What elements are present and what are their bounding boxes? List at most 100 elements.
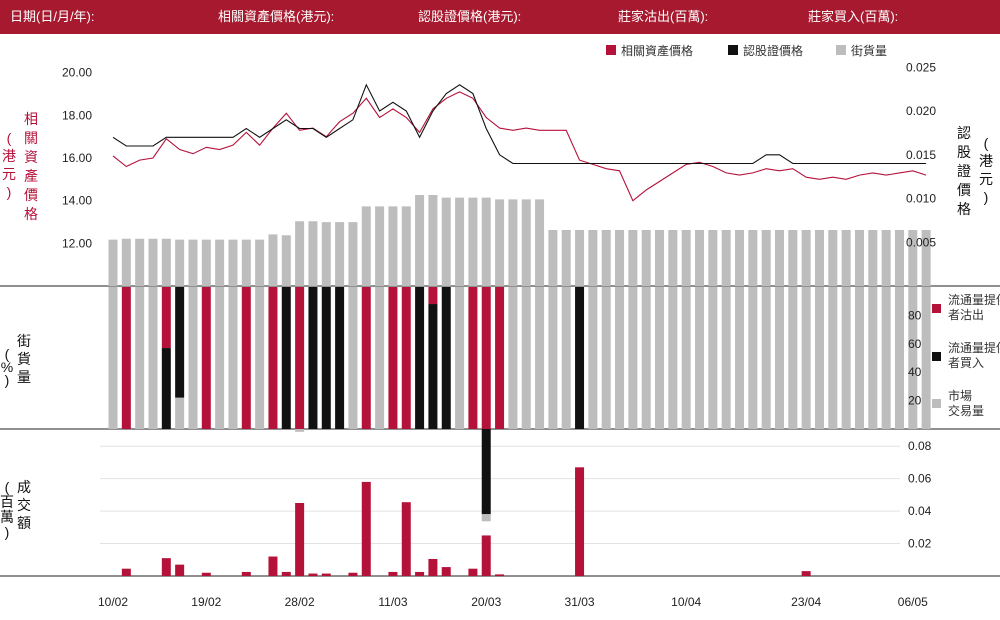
outstanding-bar xyxy=(761,230,771,286)
outstanding-bar xyxy=(695,230,705,286)
outstanding-bar xyxy=(788,230,798,286)
date-label: 日期(日/月/年): xyxy=(10,9,95,24)
mm-sell-bar xyxy=(295,287,305,429)
ratio-tick: 80 xyxy=(908,308,922,322)
right-price-tick: 0.005 xyxy=(906,235,936,249)
turnover-bar xyxy=(401,502,411,576)
market-volume-bar xyxy=(188,287,198,429)
outstanding-bar xyxy=(375,206,385,286)
market-volume-bar xyxy=(348,287,358,429)
vertical-axis-labels: 相關資產價格 (港元) 認股證價格 (港元) 街貨量 (%) 成交額(百萬) 流通量提供者沽出… xyxy=(0,111,1000,540)
market-volume-bar xyxy=(375,287,385,429)
left-axis-label-unit: (港元) xyxy=(2,130,16,200)
outstanding-bar xyxy=(188,239,198,286)
outstanding-bar xyxy=(508,199,518,286)
left-price-tick: 14.00 xyxy=(62,194,92,208)
left-price-tick: 16.00 xyxy=(62,151,92,165)
turnover-bar xyxy=(201,572,211,576)
market-maker-buy-label: 莊家買入(百萬): xyxy=(808,9,899,24)
market-maker-sell-label: 莊家沽出(百萬): xyxy=(618,9,709,24)
outstanding-bar xyxy=(108,239,118,286)
market-volume-bar xyxy=(668,287,678,429)
legend-swatch-mm-buy xyxy=(932,352,941,361)
volume-axis-label-unit: (百萬) xyxy=(0,479,14,540)
mm-sell-bar xyxy=(268,287,278,429)
outstanding-bar xyxy=(481,197,491,286)
outstanding-bar xyxy=(268,234,278,286)
outstanding-bar xyxy=(735,230,745,286)
volume-axis-label-main: 成交額 xyxy=(17,479,31,531)
outstanding-bar xyxy=(241,239,251,286)
outstanding-bar xyxy=(415,195,425,286)
x-date-tick: 10/02 xyxy=(98,595,128,609)
x-date-tick: 10/04 xyxy=(671,595,701,609)
volume-tick: 0.04 xyxy=(908,504,932,518)
outstanding-bar xyxy=(321,222,331,286)
market-volume-bar xyxy=(295,429,305,432)
turnover-bar xyxy=(801,571,811,576)
turnover-bar xyxy=(361,481,371,576)
market-volume-bar xyxy=(921,287,931,429)
outstanding-bar xyxy=(641,230,651,286)
mm-buy-bar xyxy=(321,287,331,429)
outstanding-bar xyxy=(828,230,838,286)
ratio-axis-label-unit: (%) xyxy=(1,346,13,388)
outstanding-bar xyxy=(775,230,784,286)
outstanding-bar xyxy=(854,230,864,286)
turnover-bar xyxy=(495,574,505,576)
mm-sell-bar xyxy=(121,287,131,429)
outstanding-bar xyxy=(215,239,225,286)
mm-buy-bar xyxy=(575,287,585,429)
market-volume-bar xyxy=(828,287,838,429)
outstanding-bar xyxy=(628,230,638,286)
left-price-tick: 20.00 xyxy=(62,66,92,80)
market-volume-bar xyxy=(735,287,745,429)
outstanding-bar xyxy=(575,230,585,286)
outstanding-bar xyxy=(881,230,891,286)
volume-tick: 0.06 xyxy=(908,472,932,486)
market-volume-bar xyxy=(894,287,904,429)
line-marks xyxy=(112,83,927,202)
volume-tick: 0.08 xyxy=(908,439,932,453)
legend-swatch-outstanding xyxy=(836,45,846,55)
info-header-bar: 日期(日/月/年): 相關資產價格(港元): 認股證價格(港元): 莊家沽出(百… xyxy=(0,0,1000,34)
outstanding-bar xyxy=(908,230,918,286)
mm-sell-bar xyxy=(468,287,478,429)
outstanding-bar xyxy=(548,230,558,286)
asset-price-label: 相關資產價格(港元): xyxy=(218,9,335,24)
mm-sell-bar xyxy=(428,287,438,305)
outstanding-bar xyxy=(615,230,625,286)
warrant-price-line xyxy=(112,83,927,165)
x-date-tick: 23/04 xyxy=(791,595,821,609)
legend-swatch-market xyxy=(932,399,941,408)
outstanding-bar xyxy=(335,222,345,286)
turnover-bar xyxy=(415,571,425,576)
market-volume-bar xyxy=(761,287,771,429)
market-volume-bar xyxy=(255,287,265,429)
x-date-tick: 11/03 xyxy=(378,595,407,609)
right-axis-label-main: 認股證價格 xyxy=(957,125,971,217)
legend-mm-buy: 流通量提供者買入 xyxy=(948,340,1000,370)
outstanding-bar xyxy=(388,206,398,286)
market-volume-bar xyxy=(175,397,185,429)
turnover-bar xyxy=(281,571,291,576)
mm-sell-bar xyxy=(361,287,371,429)
outstanding-bar xyxy=(255,239,265,286)
mm-buy-bar xyxy=(441,287,451,429)
market-volume-bar xyxy=(108,287,118,429)
mm-sell-bar xyxy=(495,287,505,429)
ratio-tick: 60 xyxy=(908,337,922,351)
price-legend: 相關資產價格 認股證價格 街貨量 xyxy=(606,43,887,58)
market-volume-bar xyxy=(601,287,611,429)
turnover-bar xyxy=(575,467,585,576)
outstanding-bar xyxy=(161,238,171,286)
market-volume-bar xyxy=(628,287,638,429)
outstanding-bar xyxy=(228,239,238,286)
turnover-bar xyxy=(241,571,251,576)
outstanding-bar xyxy=(175,239,185,286)
outstanding-bar xyxy=(401,206,411,286)
outstanding-bar xyxy=(468,197,478,286)
market-volume-bar xyxy=(868,287,878,429)
turnover-bar xyxy=(481,535,491,576)
